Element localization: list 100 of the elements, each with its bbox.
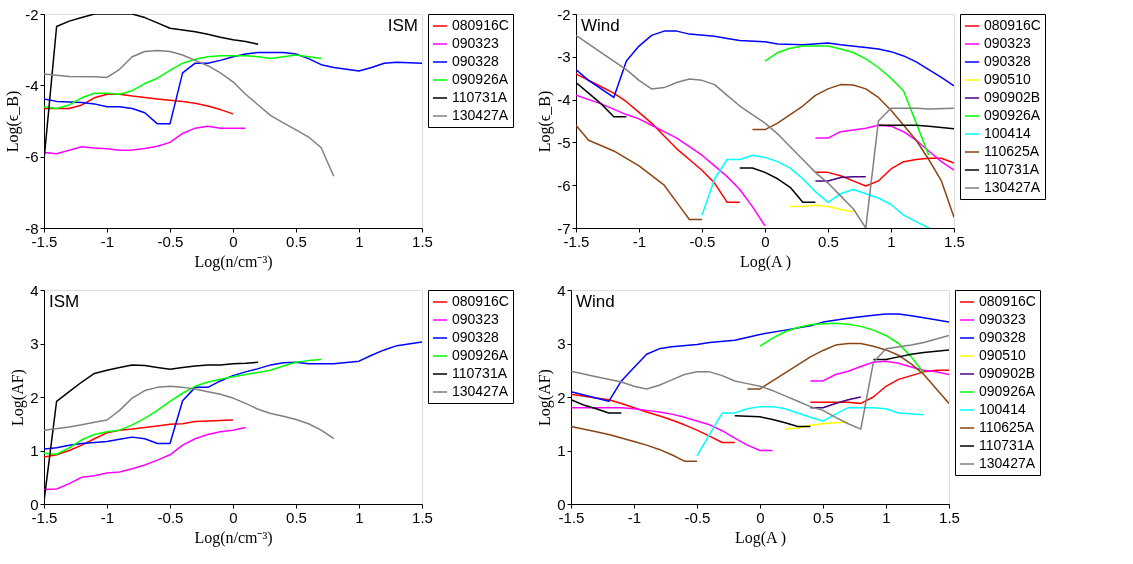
legend-label: 130427A [979, 455, 1036, 471]
legend-label: 080916C [984, 17, 1041, 33]
x-tick-label: -1 [627, 508, 642, 526]
legend-label: 090323 [452, 311, 499, 327]
y-tick-label: -3 [557, 48, 571, 66]
x-tick-label: 1.5 [944, 232, 965, 250]
legend-label: 090510 [984, 71, 1031, 87]
y-tick-label: 3 [557, 335, 566, 352]
legend-label: 130427A [452, 383, 509, 399]
x-tick-label: -0.5 [684, 508, 711, 526]
annotation: ISM [49, 292, 80, 311]
x-axis-title: Log(n/cm⁻³) [194, 252, 273, 271]
legend-label: 090323 [979, 311, 1026, 327]
line-series [696, 405, 925, 457]
legend-label: 080916C [979, 293, 1036, 309]
x-tick-label: 0 [756, 508, 765, 526]
line-series [44, 54, 322, 110]
legend-label: 100414 [984, 125, 1031, 141]
y-tick-label: 0 [557, 495, 566, 513]
x-tick-label: 1.5 [412, 232, 433, 250]
line-series [571, 334, 949, 430]
line-series [759, 322, 925, 374]
legend-label: 110731A [452, 365, 508, 381]
x-axis-title: Log(A ) [739, 252, 792, 271]
x-tick-label: 0 [761, 232, 770, 250]
legend-label: 110731A [984, 161, 1040, 177]
y-tick-label: -5 [557, 133, 571, 151]
y-tick-label: -2 [557, 5, 571, 23]
y-tick-label: -7 [557, 219, 571, 237]
x-tick-label: -0.5 [157, 508, 184, 526]
line-series [44, 93, 234, 115]
x-tick-label: 0 [229, 508, 238, 526]
legend-label: 130427A [452, 107, 509, 123]
line-series [44, 419, 234, 458]
legend-label: 090926A [984, 107, 1041, 123]
annotation: Wind [581, 16, 620, 35]
y-tick-label: 3 [30, 335, 39, 352]
y-tick-label: 2 [557, 388, 566, 406]
legend-label: 110731A [979, 437, 1035, 453]
x-tick-label: 1.5 [412, 508, 433, 526]
legend-label: 090926A [452, 71, 509, 87]
legend-label: 090902B [979, 365, 1036, 381]
legend-label: 090926A [452, 347, 509, 363]
legend-label: 090926A [979, 383, 1036, 399]
y-tick-label: -8 [25, 219, 39, 237]
line-series [789, 204, 854, 213]
x-tick-label: 0.5 [286, 232, 307, 250]
x-axis-title: Log(A ) [734, 528, 787, 547]
line-series [571, 313, 949, 403]
x-tick-label: -0.5 [689, 232, 716, 250]
x-tick-label: 1 [882, 508, 891, 526]
y-axis-title: Log(ϵ_B) [4, 90, 23, 153]
x-axis-title: Log(n/cm⁻³) [194, 528, 273, 547]
x-tick-label: 1 [355, 232, 364, 250]
legend-label: 090328 [452, 329, 499, 345]
line-series [809, 396, 862, 409]
y-tick-label: 1 [557, 442, 566, 459]
x-tick-label: -1 [100, 508, 115, 526]
line-series [44, 341, 422, 450]
y-axis-title: Log(AF) [9, 369, 28, 426]
legend-label: 100414 [979, 401, 1026, 417]
y-tick-label: -6 [25, 148, 39, 166]
line-series [44, 385, 335, 440]
legend-label: 090323 [452, 35, 499, 51]
legend-label: 080916C [452, 293, 509, 309]
annotation: ISM [387, 16, 418, 35]
line-series [44, 51, 422, 125]
legend-label: 110625A [984, 143, 1040, 159]
x-tick-label: -1 [632, 232, 647, 250]
line-series [784, 421, 849, 430]
x-tick-label: 1.5 [939, 508, 960, 526]
y-tick-label: 1 [30, 442, 39, 459]
x-tick-label: 0 [229, 232, 238, 250]
line-series [44, 426, 247, 491]
annotation: Wind [576, 292, 615, 311]
line-series [576, 30, 954, 99]
legend-label: 080916C [452, 17, 509, 33]
y-tick-label: -4 [557, 91, 571, 109]
line-series [44, 49, 335, 178]
y-tick-label: -6 [557, 176, 571, 194]
x-tick-label: 0.5 [813, 508, 834, 526]
legend-label: 090902B [984, 89, 1041, 105]
y-axis-title: Log(ϵ_B) [536, 90, 555, 153]
y-tick-label: 4 [557, 281, 566, 299]
y-axis-title: Log(AF) [536, 369, 555, 426]
line-series [44, 358, 322, 455]
line-series [764, 45, 930, 156]
legend-label: 090328 [984, 53, 1031, 69]
legend-label: 090328 [452, 53, 499, 69]
legend-label: 090328 [979, 329, 1026, 345]
y-tick-label: 2 [30, 388, 39, 406]
line-series [701, 154, 930, 228]
legend-label: 110625A [979, 419, 1035, 435]
legend-label: 130427A [984, 179, 1041, 195]
line-series [44, 125, 247, 155]
x-tick-label: 1 [355, 508, 364, 526]
legend-label: 090510 [979, 347, 1026, 363]
y-tick-label: -4 [25, 76, 39, 94]
legend-label: 090323 [984, 35, 1031, 51]
x-tick-label: 0.5 [286, 508, 307, 526]
